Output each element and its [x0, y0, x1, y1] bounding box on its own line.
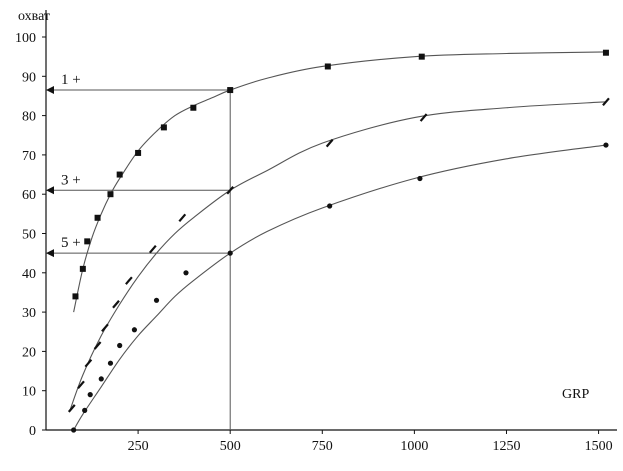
arrowhead-icon: [46, 249, 54, 258]
y-tick-label: 50: [22, 228, 36, 243]
series-curves: [69, 51, 607, 431]
series-1-point: [94, 214, 101, 221]
y-tick-label: 60: [22, 188, 36, 203]
annotation-label: 5 +: [61, 235, 81, 251]
axes: 0 10 20 30 40 50 60 70 80 90 100 250 500 750 1000 1250 1…: [15, 10, 617, 454]
y-tick-label: 20: [22, 345, 36, 360]
series-3-point: [603, 142, 609, 148]
series-markers: [67, 49, 610, 433]
series-2-point: [325, 138, 334, 148]
x-tick-label: 1250: [492, 439, 520, 454]
annotations: 1 + 3 + 5 +: [61, 72, 81, 251]
reference-lines: [46, 86, 231, 430]
series-1-point: [107, 191, 114, 198]
series-1-point: [227, 87, 234, 94]
series-1-point: [418, 53, 425, 60]
series-1-point: [135, 149, 142, 156]
series-1-point: [116, 171, 123, 178]
series-1-point: [190, 104, 197, 111]
series-3-point: [107, 360, 114, 366]
series-2-point: [77, 380, 85, 390]
series-3-point: [87, 392, 93, 398]
series-1-point: [160, 124, 167, 131]
series-3-point: [131, 327, 138, 333]
annotation-label: 3 +: [61, 172, 81, 188]
series-3-point: [71, 427, 77, 433]
series-3-point: [417, 175, 423, 182]
y-tick-label: 80: [22, 110, 36, 125]
series-1-point: [72, 293, 79, 300]
series-2-point: [148, 245, 157, 254]
y-axis-title: охват: [18, 9, 50, 24]
y-tick-label: 30: [22, 306, 36, 321]
series-2-point: [93, 341, 102, 350]
x-tick-label: 500: [220, 439, 241, 454]
y-tick-label: 90: [22, 70, 36, 85]
series-2-point: [84, 358, 93, 368]
series-2-point: [101, 323, 109, 333]
series-2-point: [112, 300, 120, 309]
series-3-point: [227, 250, 233, 256]
series-2-curve: [69, 101, 606, 411]
series-1-point: [84, 238, 91, 245]
series-3-curve: [73, 144, 607, 431]
x-tick-label: 750: [312, 439, 333, 454]
series-1-curve: [73, 51, 606, 313]
series-3-point: [327, 203, 333, 209]
y-tick-label: 10: [22, 385, 36, 400]
series-3-point: [153, 297, 160, 303]
x-tick-label: 1000: [400, 439, 428, 454]
y-tick-label: 100: [15, 31, 36, 46]
series-1-point: [79, 265, 86, 272]
series-2-point: [67, 404, 76, 413]
arrowhead-icon: [46, 186, 54, 195]
series-2-point: [178, 213, 187, 222]
series-3-point: [183, 270, 189, 276]
y-tick-label: 70: [22, 149, 36, 164]
series-3-point: [82, 407, 88, 413]
y-tick-label: 0: [29, 424, 36, 439]
arrowhead-icon: [46, 86, 54, 95]
x-axis-title: GRP: [562, 387, 589, 402]
series-2-point: [226, 186, 235, 195]
series-2-point: [125, 276, 133, 285]
x-tick-label: 1500: [585, 439, 613, 454]
series-2-point: [602, 97, 610, 107]
x-tick-label: 250: [128, 439, 149, 454]
series-1-point: [324, 63, 331, 70]
series-3-point: [98, 376, 104, 382]
series-1-point: [602, 49, 609, 56]
annotation-label: 1 +: [61, 72, 81, 88]
series-3-point: [117, 342, 123, 349]
series-2-point: [419, 113, 428, 122]
y-tick-label: 40: [22, 267, 36, 282]
